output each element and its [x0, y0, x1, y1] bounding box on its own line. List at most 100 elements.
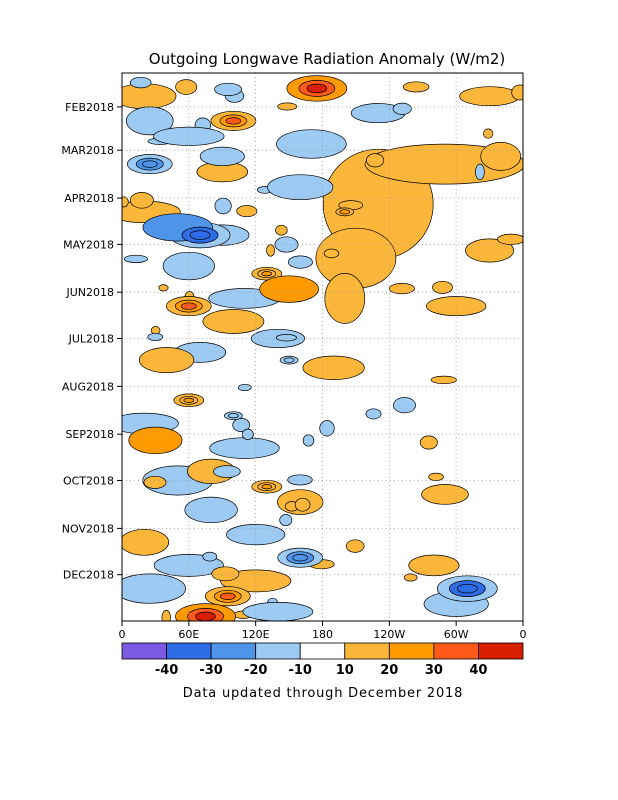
anomaly-contour — [259, 275, 319, 303]
anomaly-contour — [292, 554, 309, 562]
colorbar — [121, 642, 524, 660]
anomaly-contour — [147, 332, 164, 342]
anomaly-contour — [219, 592, 236, 600]
plot-area — [121, 72, 524, 622]
anomaly-contour — [283, 357, 295, 363]
anomaly-contour — [242, 602, 314, 621]
anomaly-contour — [480, 142, 522, 171]
colorbar-swatch — [478, 642, 524, 660]
footer-note: Data updated through December 2018 — [183, 686, 463, 701]
anomaly-contour — [158, 284, 169, 292]
anomaly-contour — [392, 102, 412, 115]
anomaly-contour — [421, 484, 469, 505]
anomaly-contour — [483, 128, 494, 139]
anomaly-contour — [195, 611, 216, 621]
anomaly-contour — [141, 160, 158, 168]
colorbar-tick-label: -10 — [288, 663, 312, 678]
anomaly-contour — [319, 420, 335, 437]
anomaly-contour — [213, 465, 241, 478]
anomaly-contour — [123, 254, 148, 263]
colorbar-swatch — [121, 642, 167, 660]
x-tick-label: 120E — [242, 628, 270, 641]
anomaly-contour — [189, 230, 211, 240]
colorbar-tick-label: 10 — [336, 663, 354, 678]
colorbar-swatch — [166, 642, 212, 660]
anomaly-contour — [366, 153, 385, 168]
anomaly-contour — [236, 205, 258, 218]
anomaly-contour — [426, 296, 487, 317]
anomaly-contour — [475, 163, 485, 181]
anomaly-contour — [266, 244, 276, 257]
y-tick-label: MAR2018 — [61, 144, 114, 157]
y-axis: FEB2018 MAR2018 APR2018 MAY2018 JUN2018 JUL20… — [61, 101, 122, 582]
y-tick-label: NOV2018 — [62, 522, 114, 535]
colorbar-tick-label: -20 — [244, 663, 268, 678]
y-tick-label: JUL2018 — [68, 333, 114, 346]
x-axis: 0 60E 120E 180 120W 60W 0 — [119, 621, 527, 641]
chart-title: Outgoing Longwave Radiation Anomaly (W/m… — [149, 50, 505, 68]
anomaly-contour — [345, 539, 365, 553]
anomaly-contour — [276, 129, 347, 159]
y-tick-label: SEP2018 — [65, 428, 114, 441]
anomaly-contour — [277, 102, 298, 111]
x-tick-label: 0 — [520, 628, 527, 641]
anomaly-contour — [226, 524, 286, 546]
anomaly-contour — [287, 255, 313, 269]
y-tick-label: OCT2018 — [63, 475, 114, 488]
anomaly-contour — [403, 573, 418, 582]
anomaly-contour — [388, 283, 415, 295]
anomaly-contour — [261, 271, 273, 277]
x-tick-label: 180 — [312, 628, 333, 641]
x-tick-label: 120W — [373, 628, 405, 641]
anomaly-contour — [211, 566, 240, 582]
anomaly-contour — [456, 583, 478, 594]
y-tick-label: APR2018 — [64, 192, 114, 205]
anomaly-contour — [184, 496, 238, 524]
colorbar-tick-label: 30 — [425, 663, 443, 678]
colorbar-swatch — [388, 642, 435, 660]
colorbar-tick-label: -40 — [155, 663, 179, 678]
anomaly-contour — [402, 81, 430, 93]
anomaly-contour — [279, 514, 293, 527]
anomaly-contour — [202, 551, 218, 562]
anomaly-contour — [419, 435, 438, 450]
anomaly-contour — [122, 573, 186, 604]
anomaly-contour — [175, 79, 198, 95]
anomaly-contour — [261, 484, 273, 490]
anomaly-contour — [209, 437, 280, 459]
colorbar-swatch — [433, 642, 479, 660]
anomaly-contour — [287, 474, 313, 486]
y-tick-label: MAY2018 — [63, 238, 114, 251]
anomaly-contour — [324, 273, 366, 324]
anomaly-contour — [408, 554, 460, 577]
colorbar-swatch — [255, 642, 301, 660]
anomaly-contour — [428, 472, 444, 482]
anomaly-contour — [129, 192, 154, 209]
anomaly-contour — [323, 248, 340, 259]
anomaly-contour — [275, 224, 288, 236]
anomaly-contour — [237, 383, 252, 392]
anomaly-contour — [122, 196, 129, 208]
anomaly-contour — [199, 146, 245, 167]
anomaly-contour — [214, 197, 232, 215]
colorbar-labels: -40 -30 -20 -10 10 20 30 40 — [155, 663, 488, 678]
colorbar-tick-label: 20 — [380, 663, 398, 678]
anomaly-contour — [365, 408, 382, 420]
x-tick-label: 60W — [444, 628, 469, 641]
anomaly-contour — [161, 610, 171, 621]
anomaly-contour — [214, 82, 243, 96]
anomaly-contour — [339, 209, 351, 215]
anomaly-contour — [122, 528, 170, 556]
y-tick-label: AUG2018 — [62, 380, 114, 393]
colorbar-swatch — [344, 642, 390, 660]
colorbar-tick-label: -30 — [199, 663, 223, 678]
anomaly-contour — [306, 83, 328, 94]
colorbar-swatch — [299, 642, 346, 660]
anomaly-contour — [232, 418, 251, 432]
anomaly-contour — [465, 238, 515, 263]
anomaly-contour — [128, 426, 183, 455]
anomaly-contour — [267, 174, 334, 201]
anomaly-contour — [183, 397, 195, 403]
anomaly-contour — [497, 233, 523, 245]
